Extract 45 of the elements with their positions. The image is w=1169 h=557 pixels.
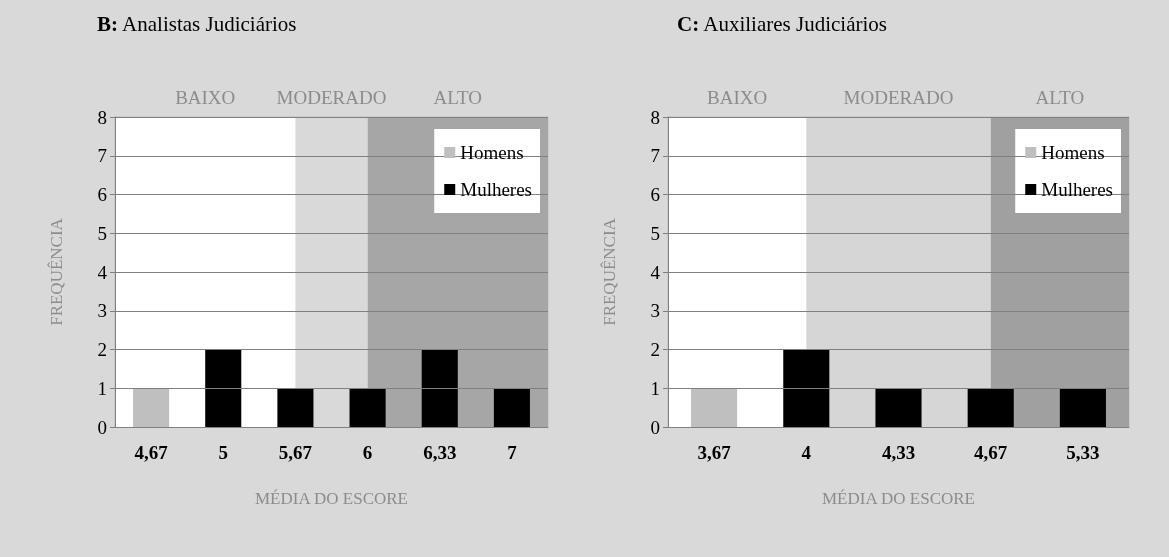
- band-label: BAIXO: [707, 87, 768, 108]
- x-tick-label: 6: [362, 442, 373, 463]
- x-tick-label: 5: [218, 442, 228, 463]
- y-tick-label: 8: [97, 106, 107, 128]
- x-tick-label: 4,67: [134, 442, 169, 463]
- x-tick-label: 3,67: [697, 442, 732, 463]
- y-tick-label: 3: [650, 300, 660, 322]
- x-axis-title: MÉDIA DO ESCORE: [254, 489, 409, 508]
- y-tick-label: 2: [97, 339, 107, 360]
- y-tick-label: 1: [97, 377, 107, 399]
- y-tick-label: 5: [97, 222, 107, 244]
- y-tick-label: 2: [650, 339, 660, 360]
- y-tick-label: 4: [650, 261, 661, 283]
- band-label: ALTO: [1035, 87, 1085, 108]
- x-tick-label: 4,67: [974, 442, 1008, 463]
- chart-title: C: Auxiliares Judiciários: [677, 11, 887, 36]
- x-tick-label: 4: [801, 442, 812, 463]
- band-label: BAIXO: [175, 87, 236, 108]
- x-tick-label: 7: [507, 442, 518, 463]
- y-tick-label: 6: [97, 184, 107, 205]
- y-tick-label: 0: [97, 416, 107, 438]
- legend-label: Mulheres: [460, 179, 533, 200]
- legend-label: Homens: [460, 142, 524, 163]
- x-tick-label: 4,33: [881, 442, 916, 463]
- band-label: MODERADO: [843, 87, 954, 108]
- y-tick-label: 8: [650, 106, 660, 128]
- legend-label: Mulheres: [1041, 179, 1114, 200]
- y-tick-label: 1: [650, 377, 660, 399]
- y-tick-label: 0: [650, 416, 660, 438]
- y-tick-label: 7: [650, 145, 660, 167]
- x-axis-title: MÉDIA DO ESCORE: [821, 489, 976, 508]
- y-tick-label: 4: [97, 261, 108, 283]
- x-tick-label: 6,33: [423, 442, 457, 463]
- band-label: ALTO: [433, 87, 483, 108]
- y-axis-title: FREQUÊNCIA: [47, 217, 66, 326]
- y-tick-label: 7: [97, 145, 107, 167]
- y-tick-label: 5: [650, 222, 660, 244]
- y-tick-label: 3: [97, 300, 107, 322]
- x-tick-label: 5,33: [1066, 442, 1100, 463]
- band-label: MODERADO: [276, 87, 387, 108]
- chart-title: B: Analistas Judiciários: [97, 11, 297, 36]
- y-tick-label: 6: [650, 184, 660, 205]
- y-axis-title: FREQUÊNCIA: [600, 217, 619, 326]
- legend-label: Homens: [1041, 142, 1105, 163]
- x-tick-label: 5,67: [278, 442, 313, 463]
